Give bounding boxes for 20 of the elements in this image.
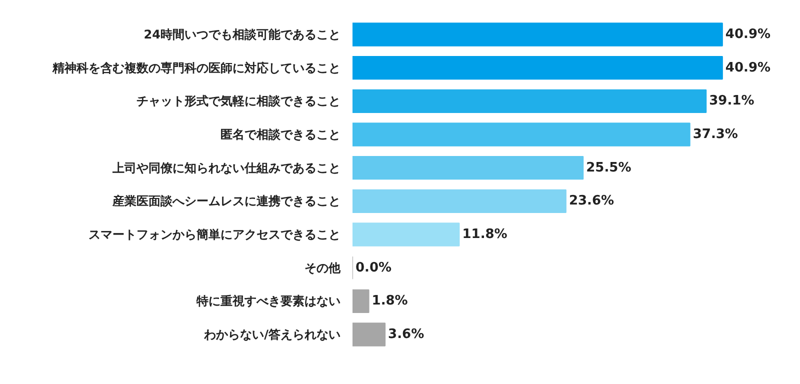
y-tick-label: 24時間いつでも相談可能であること xyxy=(144,28,341,42)
data-label: 40.9% xyxy=(725,60,771,76)
data-label: 40.9% xyxy=(725,27,771,42)
data-label: 37.3% xyxy=(692,127,738,142)
y-tick-label: 上司や同僚に知られない仕組みであること xyxy=(112,160,340,175)
data-label: 23.6% xyxy=(568,194,614,209)
data-label: 3.6% xyxy=(388,327,424,342)
y-tick-label: スマートフォンから簡単にアクセスできること xyxy=(88,228,340,242)
y-tick-label: 特に重視すべき要素はない xyxy=(196,294,340,308)
data-label: 39.1% xyxy=(709,94,754,109)
y-tick-label: 匿名で相談できること xyxy=(220,128,340,142)
data-label: 11.8% xyxy=(462,227,508,242)
y-tick-label: わからない/答えられない xyxy=(203,328,341,342)
data-label: 1.8% xyxy=(372,294,408,309)
y-tick-label: 産業医面談へシームレスに連携できること xyxy=(112,194,340,208)
y-tick-label: その他 xyxy=(304,260,342,275)
y-tick-label: チャット形式で気軽に相談できること xyxy=(136,94,340,108)
data-label: 25.5% xyxy=(586,160,632,176)
data-label: 0.0% xyxy=(356,260,392,276)
y-tick-label: 精神科を含む複数の専門科の医師に対応していること xyxy=(52,60,340,75)
